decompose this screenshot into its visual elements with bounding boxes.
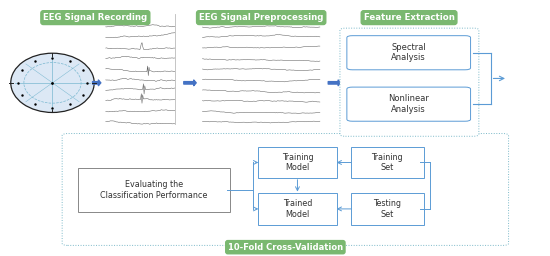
FancyBboxPatch shape xyxy=(347,36,471,70)
Text: Training
Set: Training Set xyxy=(371,153,403,172)
FancyBboxPatch shape xyxy=(258,147,337,178)
FancyBboxPatch shape xyxy=(258,193,337,225)
FancyBboxPatch shape xyxy=(351,147,424,178)
FancyBboxPatch shape xyxy=(340,28,479,136)
Text: EEG Signal Preprocessing: EEG Signal Preprocessing xyxy=(199,13,323,22)
Text: Testing
Set: Testing Set xyxy=(373,199,402,219)
Text: Feature Extraction: Feature Extraction xyxy=(364,13,454,22)
FancyBboxPatch shape xyxy=(78,168,230,212)
Text: Nonlinear
Analysis: Nonlinear Analysis xyxy=(388,94,429,114)
FancyBboxPatch shape xyxy=(351,193,424,225)
Text: Training
Model: Training Model xyxy=(282,153,314,172)
FancyBboxPatch shape xyxy=(347,87,471,121)
Text: EEG Signal Recording: EEG Signal Recording xyxy=(43,13,147,22)
Text: Trained
Model: Trained Model xyxy=(283,199,312,219)
Text: Evaluating the
Classification Performance: Evaluating the Classification Performanc… xyxy=(101,180,208,200)
Text: 10-Fold Cross-Validation: 10-Fold Cross-Validation xyxy=(228,243,343,252)
FancyBboxPatch shape xyxy=(62,134,509,246)
Text: Spectral
Analysis: Spectral Analysis xyxy=(392,43,426,62)
Ellipse shape xyxy=(11,53,94,112)
